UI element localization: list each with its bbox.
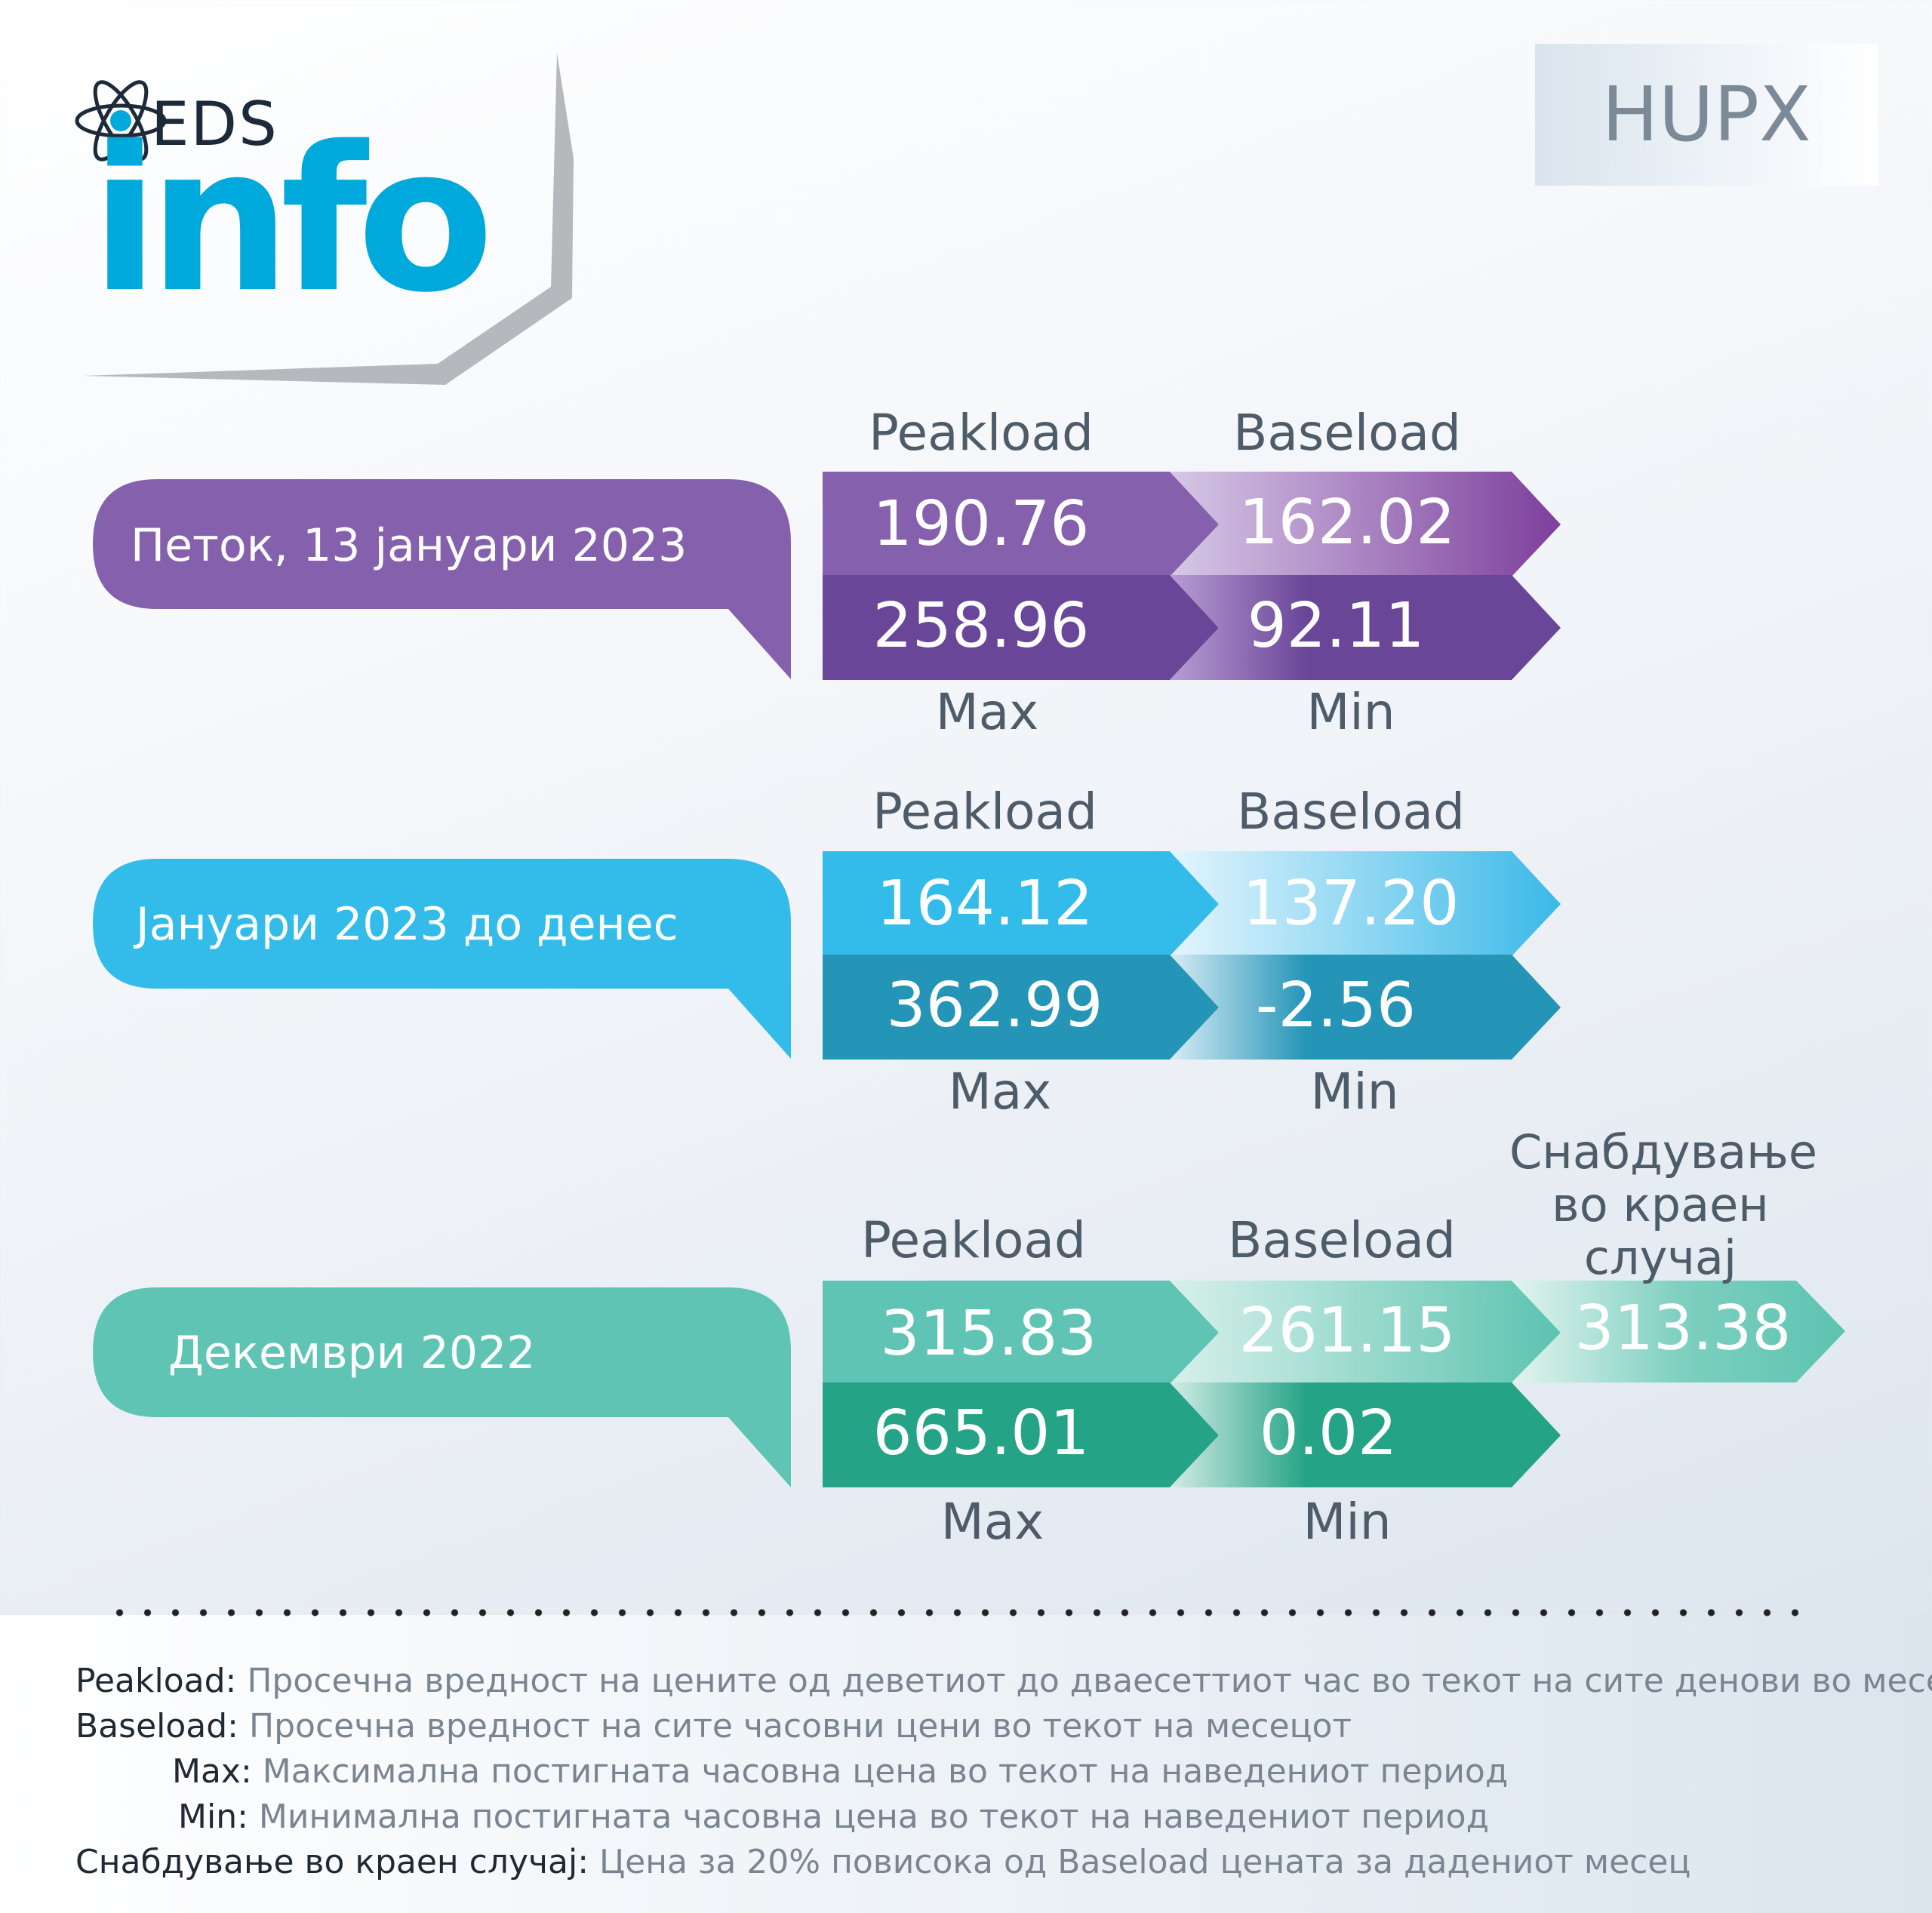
baseload-value-3: 261.15 [1238, 1295, 1456, 1367]
peak-cell-2 [823, 851, 1219, 956]
last-resort-cell-3 [1512, 1281, 1845, 1382]
min-cell-3 [1170, 1382, 1561, 1487]
period-bubble-2 [93, 859, 791, 1059]
max-label-1: Max [935, 683, 1039, 741]
atom-icon [75, 80, 167, 161]
definition-text: Максимална постигната часовна цена во те… [251, 1752, 1509, 1791]
baseload-label-2: Baseload [1237, 783, 1465, 841]
logo-info-text: info [91, 104, 494, 337]
base-cell-3 [1170, 1281, 1561, 1384]
baseload-label-1: Baseload [1233, 404, 1461, 462]
min-label-3: Min [1303, 1493, 1392, 1551]
definition-min: Min: Минимална постигната часовна цена в… [178, 1798, 1489, 1836]
period-label-2: Јануари 2023 до денес [136, 898, 678, 951]
max-value-3: 665.01 [872, 1398, 1090, 1469]
peakload-value-2: 164.12 [876, 868, 1094, 940]
definition-baseload: Baseload: Просечна вредност на сите часо… [75, 1707, 1352, 1745]
peak-cell-1 [823, 472, 1219, 577]
definition-text: Просечна вредност на сите часовни цени в… [238, 1707, 1352, 1745]
definition-term: Baseload: [75, 1707, 239, 1745]
base-cell-1 [1170, 472, 1561, 577]
min-value-1: 92.11 [1247, 590, 1425, 662]
last-resort-label-line-2: во краен [1552, 1177, 1769, 1232]
min-value-2: -2.56 [1255, 970, 1417, 1041]
min-cell-1 [1170, 575, 1561, 680]
peakload-label-2: Peakload [872, 783, 1097, 841]
peakload-label-1: Peakload [869, 404, 1094, 462]
max-value-1: 258.96 [872, 590, 1090, 662]
max-value-2: 362.99 [886, 970, 1103, 1041]
max-cell-1 [823, 575, 1219, 680]
baseload-value-1: 162.02 [1238, 487, 1456, 558]
base-cell-2 [1170, 851, 1561, 956]
min-cell-2 [1170, 955, 1561, 1060]
peakload-label-3: Peakload [861, 1211, 1086, 1269]
period-bubble-1 [93, 479, 791, 679]
hupx-label: HUPX [1601, 70, 1811, 158]
definition-text: Минимална постигната часовна цена во тек… [248, 1798, 1489, 1836]
min-value-3: 0.02 [1259, 1398, 1398, 1469]
definition-last-resort: Снабдување во краен случај: Цена за 20% … [75, 1843, 1690, 1881]
definition-text: Просечна вредност на цените од деветиот … [236, 1662, 1932, 1700]
definition-peakload: Peakload: Просечна вредност на цените од… [75, 1662, 1932, 1700]
baseload-value-2: 137.20 [1242, 868, 1460, 940]
last-resort-label-line-1: Снабдување [1509, 1124, 1817, 1179]
logo-eds-text: EDS [151, 89, 278, 159]
definitions-panel [0, 1615, 1932, 1913]
last-resort-label-line-3: случај [1583, 1230, 1737, 1285]
min-label-2: Min [1310, 1063, 1399, 1121]
max-label-2: Max [948, 1063, 1052, 1121]
dotted-divider [106, 1607, 1819, 1618]
definition-max: Max: Максимална постигната часовна цена … [172, 1752, 1508, 1791]
max-label-3: Max [940, 1493, 1044, 1551]
last-resort-value: 313.38 [1574, 1293, 1792, 1364]
peak-cell-3 [823, 1281, 1219, 1384]
definition-term: Max: [172, 1752, 252, 1791]
hupx-badge: HUPX [1535, 44, 1878, 186]
definition-term: Снабдување во краен случај: [75, 1843, 589, 1881]
period-bubble-3 [93, 1287, 791, 1487]
definition-term: Peakload: [75, 1662, 237, 1700]
peakload-value-3: 315.83 [880, 1298, 1097, 1370]
min-label-1: Min [1306, 683, 1395, 741]
peakload-value-1: 190.76 [872, 488, 1090, 560]
last-resort-label: Снабдување во краен случај [1509, 1124, 1817, 1285]
max-cell-2 [823, 955, 1219, 1060]
period-label-1: Петок, 13 јануари 2023 [131, 519, 688, 572]
definition-term: Min: [178, 1798, 248, 1836]
max-cell-3 [823, 1382, 1219, 1487]
baseload-label-3: Baseload [1228, 1211, 1456, 1269]
period-label-3: Декември 2022 [168, 1327, 536, 1379]
logo-frame [75, 53, 574, 385]
definition-text: Цена за 20% повисока од Baseload цената … [589, 1843, 1691, 1881]
